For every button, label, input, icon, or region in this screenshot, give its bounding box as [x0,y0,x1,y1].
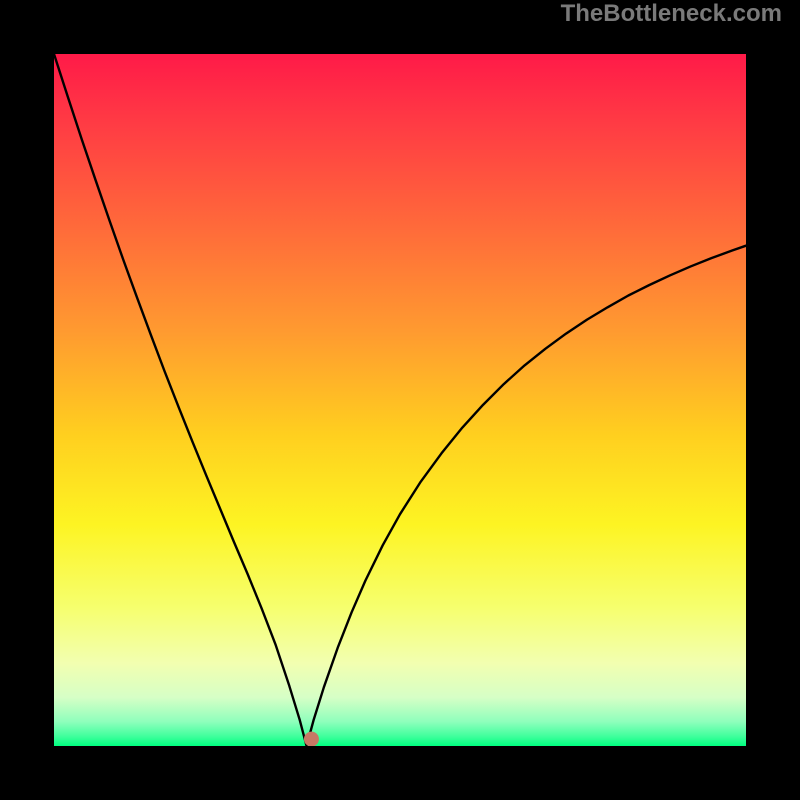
bottleneck-chart [0,0,800,800]
optimal-point-marker [304,732,319,747]
watermark-text: TheBottleneck.com [561,0,782,28]
plot-background [54,54,746,746]
